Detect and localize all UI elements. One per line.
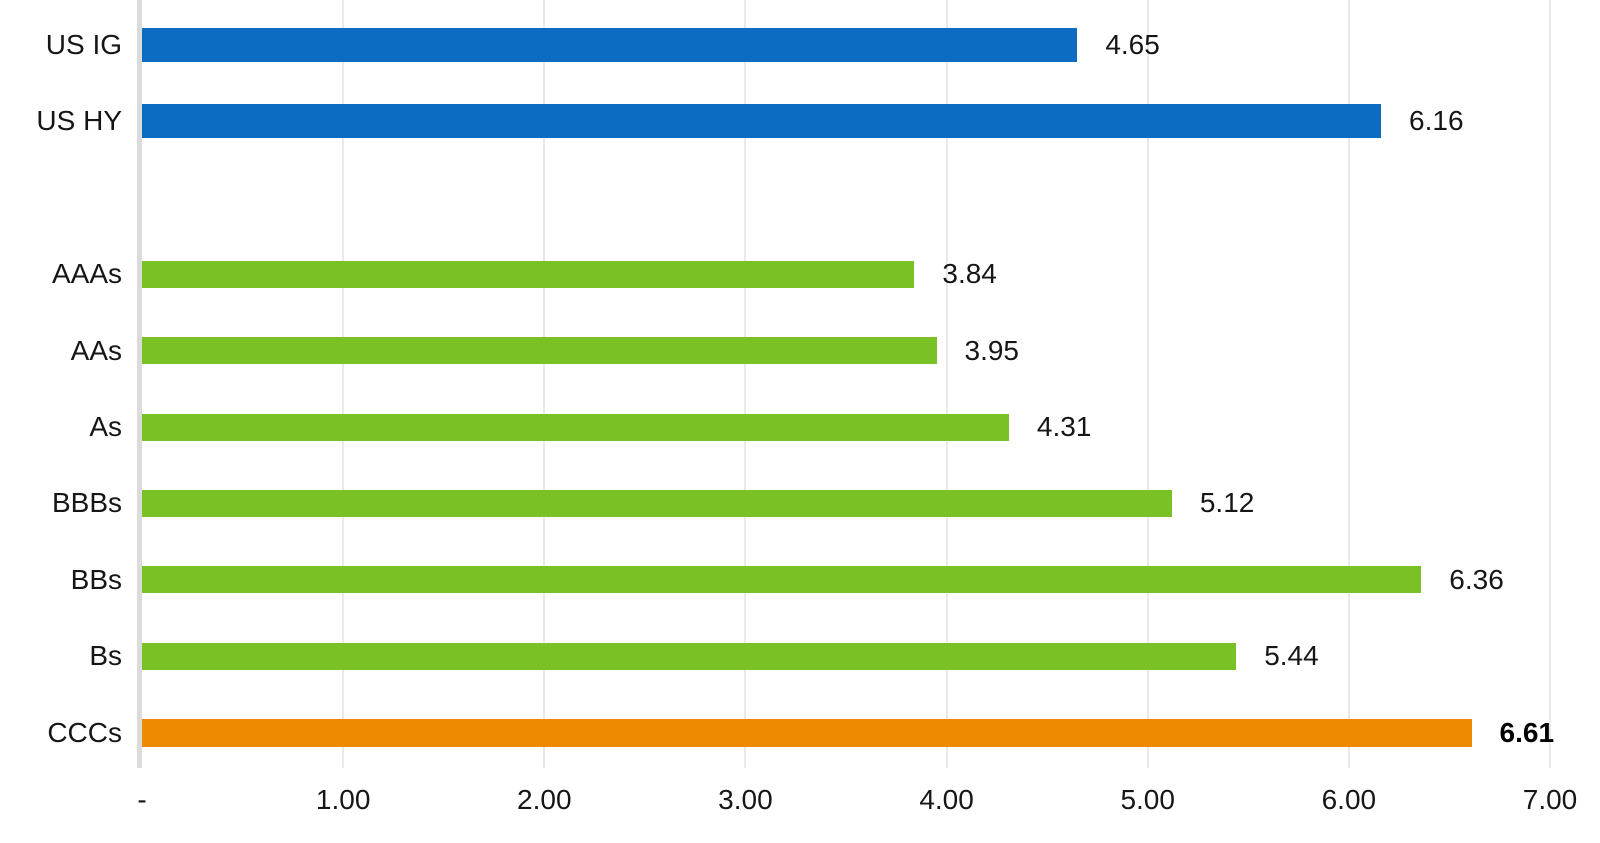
bar-value-label: 5.44 [1264,640,1319,672]
bar [142,566,1422,594]
category-label: As [89,411,122,442]
bar [142,104,1382,139]
bar-value-label: 3.84 [942,258,997,290]
category-label: Bs [89,640,122,672]
category-label: AAs [70,334,122,366]
bar-value-label: 3.95 [964,334,1020,366]
bar [142,337,937,365]
bar [142,413,1009,441]
category-label: US HY [36,105,122,137]
bar-value-label: 6.61 [1499,716,1555,748]
bar [142,642,1237,670]
gridline [1549,0,1551,768]
gridline [342,0,345,768]
x-tick-label: 4.00 [919,784,974,815]
category-label: AAAs [51,258,122,290]
gridline [1347,0,1350,768]
bar [142,260,915,288]
x-tick-label: - [137,784,147,815]
bar-value-label: 6.16 [1409,105,1464,137]
gridline [945,0,948,768]
bar [142,489,1172,517]
y-axis-line [137,0,142,768]
category-axis: US IG US HY AAAs AAs As BBBs BBs Bs CCCs [0,0,122,768]
plot-area: 4.65 6.16 3.84 3.95 4.31 5.12 6.36 5.44 6.61 [137,0,1554,768]
x-tick-label: 3.00 [718,784,773,815]
gridline [744,0,747,768]
bar-value-label: 5.12 [1199,487,1255,519]
category-label: CCCs [47,716,122,748]
category-label: BBs [70,563,122,595]
bar-value-label: 4.65 [1105,29,1160,60]
bar [142,718,1472,747]
category-label: BBBs [51,487,122,519]
category-label: US IG [45,29,122,60]
x-tick-label: 2.00 [517,784,572,815]
gridline [543,0,546,768]
x-tick-label: 1.00 [315,784,371,815]
bar-value-label: 6.36 [1449,563,1504,595]
x-tick-label: 7.00 [1522,784,1578,815]
bar-value-label: 4.31 [1036,411,1092,442]
x-tick-label: 5.00 [1120,784,1175,815]
x-axis: - 1.00 2.00 3.00 4.00 5.00 6.00 7.00 [137,768,1577,843]
x-tick-label: 6.00 [1321,784,1377,815]
bar [142,28,1078,62]
gridline [1146,0,1149,768]
